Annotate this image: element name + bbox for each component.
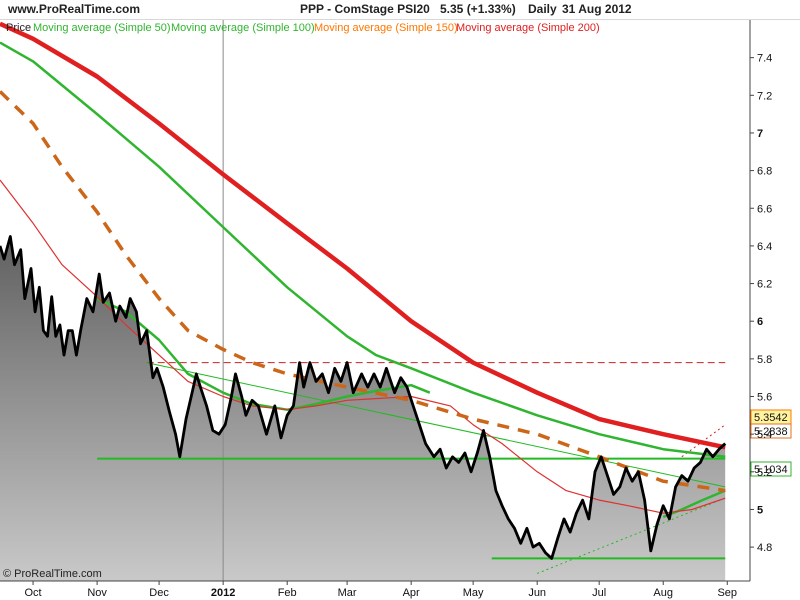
price-change: 5.35 (+1.33%) bbox=[440, 2, 516, 16]
date-label: 31 Aug 2012 bbox=[562, 2, 632, 16]
legend-price: Price bbox=[6, 22, 31, 34]
value-label-2: 5.2838 bbox=[754, 426, 788, 438]
x-tick-label: Dec bbox=[149, 587, 169, 599]
period-label: Daily bbox=[528, 2, 557, 16]
x-tick-label: May bbox=[463, 587, 484, 599]
y-tick-label: 6.4 bbox=[757, 241, 772, 253]
x-tick-label: Apr bbox=[403, 587, 420, 599]
price-line bbox=[0, 235, 727, 560]
y-tick-label: 7.2 bbox=[757, 90, 772, 102]
value-label-1: 5.3542 bbox=[754, 412, 788, 424]
y-tick-label: 6.6 bbox=[757, 203, 772, 215]
y-tick-label: 5.6 bbox=[757, 392, 772, 404]
y-tick-label: 6.8 bbox=[757, 166, 772, 178]
legend-ma150: Moving average (Simple 150) bbox=[314, 22, 458, 34]
x-tick-label: Feb bbox=[278, 587, 297, 599]
x-tick-label: Oct bbox=[24, 587, 41, 599]
value-label-3: 5.1034 bbox=[754, 464, 788, 476]
y-tick-label: 6.2 bbox=[757, 279, 772, 291]
x-tick-label: Jun bbox=[528, 587, 546, 599]
legend-ma200: Moving average (Simple 200) bbox=[456, 22, 600, 34]
x-tick-label: Mar bbox=[338, 587, 357, 599]
series-line-5 bbox=[0, 41, 726, 459]
x-tick-label: 2012 bbox=[211, 587, 235, 599]
y-tick-label: 5 bbox=[757, 504, 763, 516]
x-tick-label: Jul bbox=[592, 587, 606, 599]
x-tick-label: Sep bbox=[717, 587, 737, 599]
y-tick-label: 7 bbox=[757, 128, 763, 140]
instrument-title: PPP - ComStage PSI20 bbox=[300, 2, 430, 16]
y-tick-label: 5.4 bbox=[757, 429, 772, 441]
series-line-6 bbox=[0, 21, 726, 450]
x-tick-label: Nov bbox=[87, 587, 107, 599]
trendline-5 bbox=[537, 497, 726, 574]
value-label-box-2 bbox=[750, 423, 792, 439]
y-tick-label: 6 bbox=[757, 316, 763, 328]
y-tick-label: 7.4 bbox=[757, 53, 772, 65]
series-line-7 bbox=[0, 90, 726, 493]
value-label-box-3 bbox=[750, 461, 792, 477]
y-tick-label: 5.8 bbox=[757, 354, 772, 366]
series-line-2 bbox=[96, 297, 431, 411]
site-name[interactable]: www.ProRealTime.com bbox=[8, 2, 141, 16]
copyright-label: © ProRealTime.com bbox=[3, 568, 102, 580]
trendline-4 bbox=[146, 362, 726, 488]
legend-ma50: Moving average (Simple 50) bbox=[33, 22, 171, 34]
series-line-3 bbox=[662, 489, 726, 519]
y-tick-label: 5.2 bbox=[757, 467, 772, 479]
chart-header: www.ProRealTime.com PPP - ComStage PSI20… bbox=[0, 0, 800, 20]
x-tick-label: Aug bbox=[653, 587, 673, 599]
y-tick-label: 4.8 bbox=[757, 542, 772, 554]
legend-ma100: Moving average (Simple 100) bbox=[171, 22, 315, 34]
